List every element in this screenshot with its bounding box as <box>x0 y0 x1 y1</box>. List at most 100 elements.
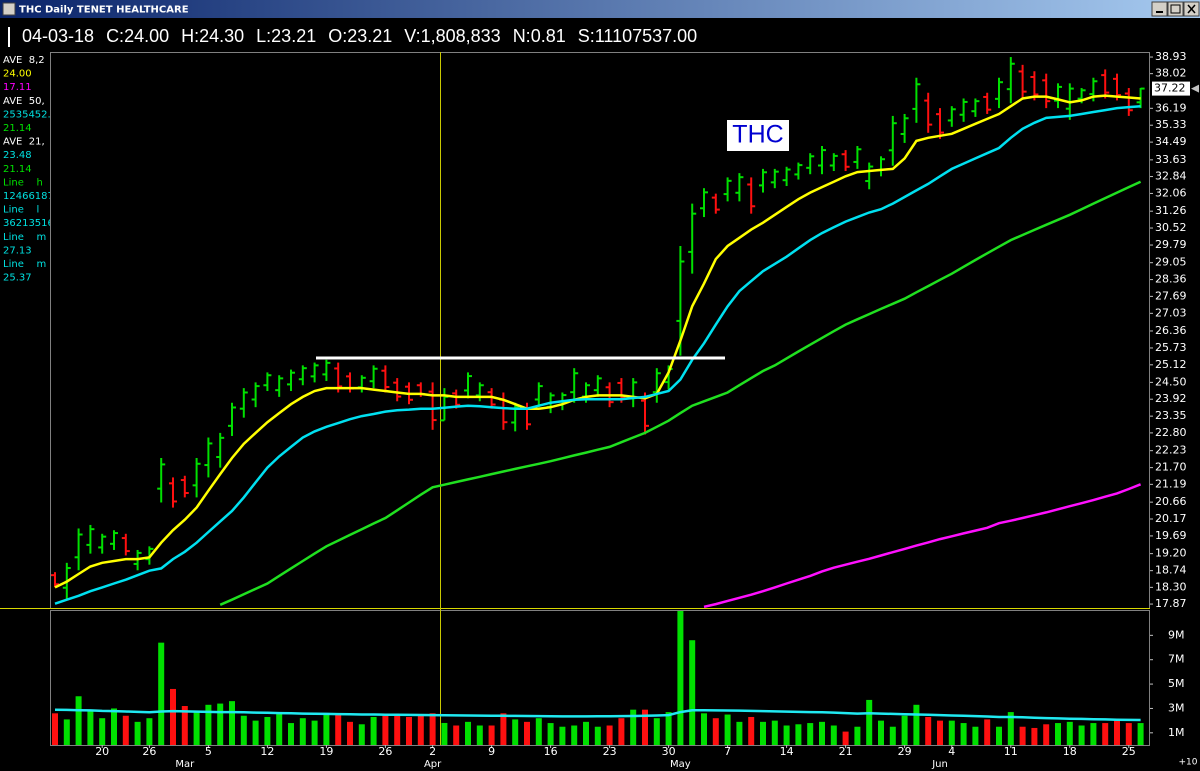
volume-bar <box>476 725 483 745</box>
x-tick-label: 14 <box>780 745 794 758</box>
y-tick-label: 29.05 <box>1155 256 1187 269</box>
month-label: May <box>670 759 691 770</box>
window-title: THC Daily TENET HEALTHCARE <box>19 5 189 16</box>
indicator-label: Line m <box>3 232 46 243</box>
indicator-label: 2535452. <box>3 109 51 120</box>
volume-bar <box>535 718 542 745</box>
volume-bar <box>1019 726 1026 745</box>
volume-bar <box>594 726 601 745</box>
volume-bar <box>512 719 519 745</box>
y-tick-label: 24.50 <box>1155 375 1187 388</box>
volume-bar <box>193 712 200 745</box>
y-tick-label: 30.52 <box>1155 221 1187 234</box>
volume-bar <box>146 718 153 745</box>
y-tick-label: 21.70 <box>1155 461 1187 474</box>
x-tick-label: 7 <box>724 745 731 758</box>
volume-bar <box>288 723 294 745</box>
volume-bar <box>665 712 672 745</box>
volume-bar <box>453 725 460 745</box>
volume-bar <box>689 640 696 745</box>
volume-bar <box>1114 719 1120 745</box>
volume-bar <box>406 716 412 745</box>
header-marker <box>8 27 10 47</box>
y-tick-label: 20.17 <box>1155 512 1187 525</box>
volume-bar <box>783 725 790 745</box>
volume-bar <box>1090 723 1097 745</box>
volume-bar <box>1031 727 1038 745</box>
indicator-label: 17.11 <box>3 82 32 93</box>
indicator-label: 27.13 <box>3 245 32 256</box>
volume-bar <box>276 713 283 745</box>
x-tick-label: 20 <box>95 745 109 758</box>
volume-bar <box>370 716 377 745</box>
y-tick-label: 33.63 <box>1155 153 1187 166</box>
y-tick-label: 31.26 <box>1155 204 1187 217</box>
x-axis-note: +10 <box>1179 758 1198 768</box>
y-tick-label: 23.35 <box>1155 409 1187 422</box>
indicator-label: 12466187 <box>3 191 54 202</box>
y-tick-label: 38.93 <box>1155 50 1187 63</box>
volume-bar <box>889 726 896 745</box>
y-tick-label: 20.66 <box>1155 495 1187 508</box>
x-tick-label: 23 <box>603 745 617 758</box>
volume-bar <box>819 721 825 745</box>
x-tick-label: 19 <box>319 745 333 758</box>
x-tick-label: 30 <box>662 745 676 758</box>
indicator-label: 21.14 <box>3 164 32 175</box>
volume-bar <box>984 719 991 745</box>
y-tick-label: 29.79 <box>1155 238 1187 251</box>
volume-bar <box>264 716 271 745</box>
volume-bar <box>618 718 625 745</box>
y-tick-label: 22.23 <box>1155 444 1187 457</box>
volume-bar <box>134 721 141 745</box>
x-tick-label: 11 <box>1004 745 1018 758</box>
volume-bar <box>252 720 259 745</box>
volume-tick-label: 5M <box>1168 677 1185 690</box>
volume-bar <box>1043 724 1050 745</box>
volume-bar <box>500 713 507 745</box>
indicator-label: AVE 21, <box>3 137 45 148</box>
axes: 38.93 38.02 36.19 35.33 34.49 33.63 32.84 32.06… <box>95 50 1199 770</box>
volume-bar <box>311 720 318 745</box>
volume-bar <box>571 725 578 745</box>
volume-tick-label: 7M <box>1168 653 1185 666</box>
volume-bar <box>181 706 188 745</box>
x-tick-label: 9 <box>488 745 495 758</box>
volume-bar <box>75 696 82 745</box>
y-tick-label: 25.73 <box>1155 341 1187 354</box>
volume-bar <box>170 688 176 745</box>
indicator-label: 25.37 <box>3 273 32 284</box>
close-glyph <box>1187 4 1196 14</box>
last-price-box <box>1152 81 1190 96</box>
volume-average <box>54 708 1141 722</box>
y-tick-label: 23.92 <box>1155 392 1187 405</box>
indicator-label: AVE 8,2 <box>3 55 45 66</box>
maximize-button[interactable] <box>1167 1 1184 17</box>
indicator-label: Line h <box>3 177 43 188</box>
window-buttons[interactable] <box>1151 1 1200 17</box>
volume-bar <box>630 709 637 745</box>
header-field: C:24.00 <box>106 26 169 46</box>
volume-bar <box>158 642 165 745</box>
volume-bar <box>358 724 365 745</box>
volume-bar <box>972 726 979 745</box>
volume-bar <box>807 723 814 745</box>
volume-bar <box>1078 725 1085 745</box>
x-tick-label: 26 <box>378 745 392 758</box>
volume-tick-label: 1M <box>1168 726 1185 739</box>
volume-bar <box>547 723 554 745</box>
volume-bar <box>854 726 861 745</box>
indicator-label: Line l <box>3 205 39 216</box>
moving-average <box>54 94 1141 589</box>
volume-bar <box>795 724 802 745</box>
header: 04-03-18 C:24.00 H:24.30 L:23.21 O:23.21 V:1,… <box>22 26 697 46</box>
x-tick-label: 26 <box>142 745 156 758</box>
volume-bar <box>1102 723 1109 745</box>
volume-bar <box>1007 712 1014 745</box>
minimize-button[interactable] <box>1151 1 1168 17</box>
volume-bar <box>111 708 117 745</box>
volume-bar <box>347 721 353 745</box>
volume-bar <box>960 723 967 745</box>
volume-bar <box>748 716 755 745</box>
